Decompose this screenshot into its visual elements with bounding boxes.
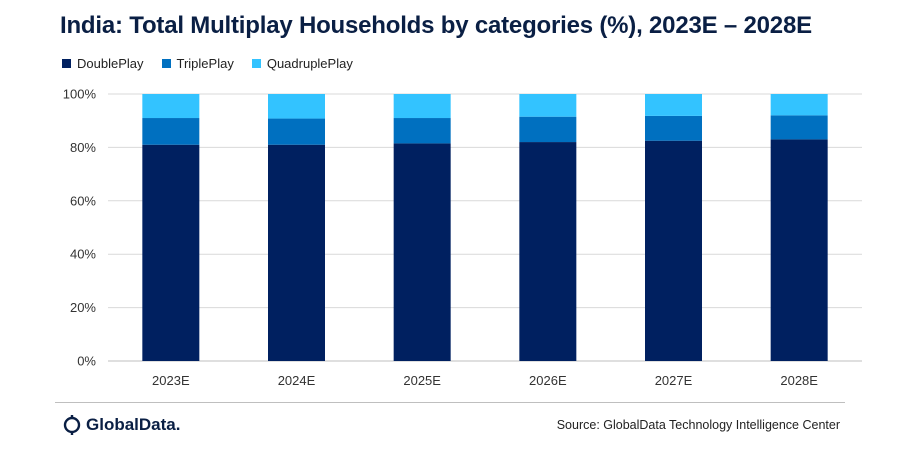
- bar-tripleplay-2027e: [645, 115, 702, 141]
- y-tick-label: 80%: [70, 140, 96, 155]
- bar-doubleplay-2027e: [645, 140, 702, 361]
- bar-quadrupleplay-2023e: [142, 94, 200, 119]
- x-tick-label: 2027E: [655, 373, 693, 388]
- x-tick-label: 2026E: [529, 373, 567, 388]
- bar-doubleplay-2023e: [142, 144, 200, 361]
- globaldata-logo-icon: [63, 415, 81, 435]
- legend-label-tripleplay: TriplePlay: [176, 56, 234, 71]
- legend-item-tripleplay: TriplePlay: [161, 56, 234, 71]
- bar-doubleplay-2024e: [268, 144, 325, 361]
- globaldata-logo: GlobalData.: [62, 414, 180, 436]
- bar-quadrupleplay-2026e: [519, 94, 577, 117]
- bar-tripleplay-2028e: [770, 115, 828, 140]
- x-tick-label: 2025E: [403, 373, 441, 388]
- logo-text: GlobalData.: [86, 415, 181, 434]
- y-tick-label: 60%: [70, 193, 96, 208]
- legend-label-quadrupleplay: QuadruplePlay: [266, 56, 353, 71]
- x-tick-label: 2028E: [780, 373, 818, 388]
- legend-swatch-quadrupleplay: [251, 59, 261, 68]
- source-note: Source: GlobalData Technology Intelligen…: [556, 418, 840, 432]
- x-tick-label: 2023E: [152, 373, 190, 388]
- legend-swatch-tripleplay: [161, 59, 171, 68]
- bar-doubleplay-2025e: [393, 143, 451, 361]
- y-tick-label: 40%: [70, 247, 96, 262]
- legend-item-doubleplay: DoublePlay: [62, 56, 144, 71]
- bar-tripleplay-2023e: [142, 118, 200, 145]
- chart-title: India: Total Multiplay Households by cat…: [60, 12, 812, 39]
- y-tick-label: 0%: [77, 354, 96, 369]
- stacked-bar-chart: 0% 20% 40% 60% 80% 100% 2023E 2024E 2025E 2026E 20…: [63, 87, 862, 388]
- legend-item-quadrupleplay: QuadruplePlay: [251, 56, 353, 71]
- x-tick-label: 2024E: [278, 373, 316, 388]
- bar-quadrupleplay-2028e: [770, 94, 828, 116]
- bar-tripleplay-2026e: [519, 116, 577, 143]
- footer-divider: [55, 402, 845, 403]
- bar-quadrupleplay-2025e: [393, 94, 451, 119]
- y-tick-label: 100%: [63, 87, 97, 102]
- legend-label-doubleplay: DoublePlay: [77, 56, 144, 71]
- legend-swatch-doubleplay: [62, 59, 71, 68]
- bar-quadrupleplay-2027e: [645, 94, 702, 116]
- bar-doubleplay-2026e: [519, 142, 577, 361]
- bar-quadrupleplay-2024e: [268, 94, 325, 119]
- y-tick-label: 20%: [70, 300, 96, 315]
- bar-tripleplay-2024e: [268, 118, 325, 145]
- legend: DoublePlay TriplePlay QuadruplePlay: [62, 56, 353, 71]
- bar-tripleplay-2025e: [393, 118, 451, 144]
- bar-doubleplay-2028e: [770, 139, 828, 361]
